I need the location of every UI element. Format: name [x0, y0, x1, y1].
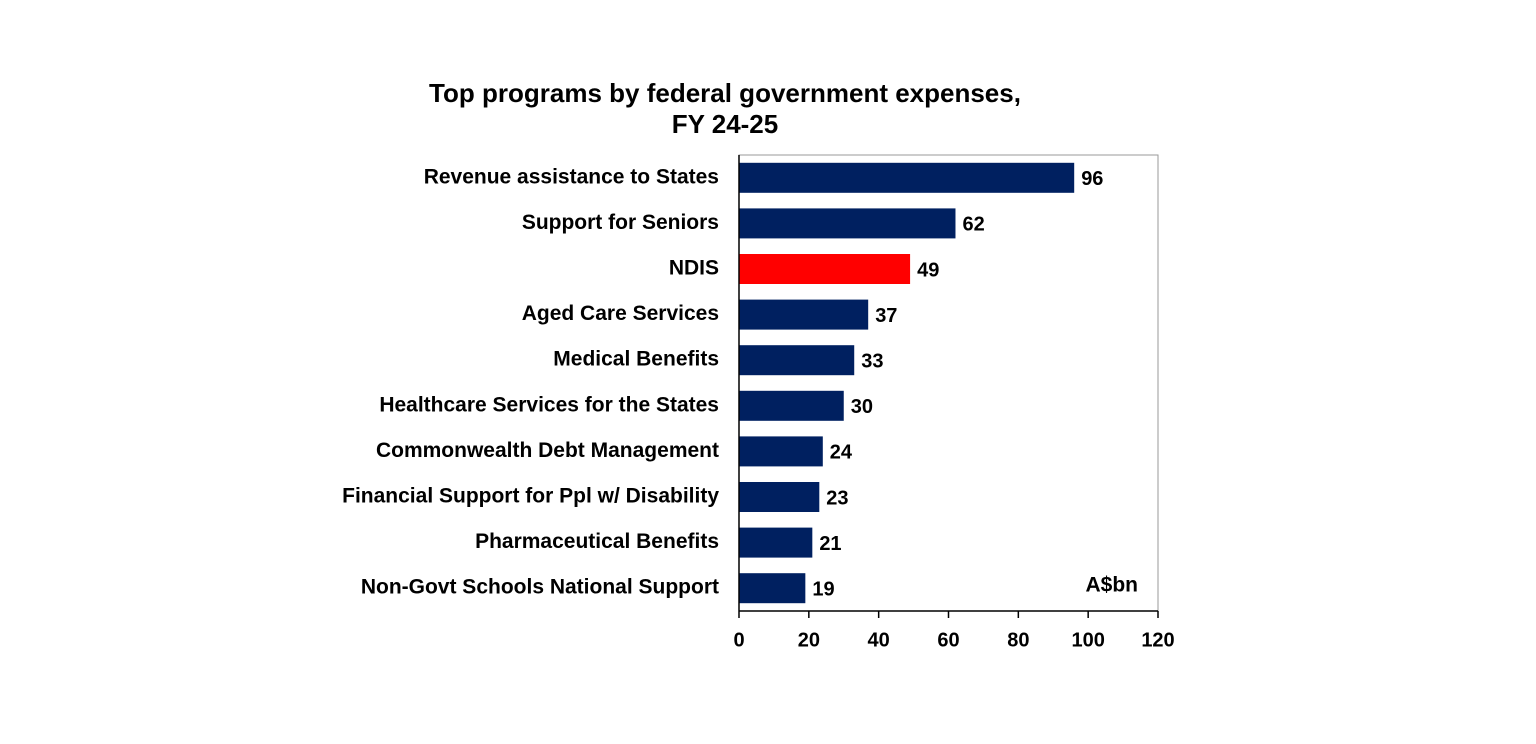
y-tick-label: Aged Care Services	[522, 302, 719, 325]
y-tick-label: NDIS	[669, 257, 719, 280]
value-label: 24	[830, 442, 853, 464]
y-tick-label: Revenue assistance to States	[424, 165, 719, 188]
bar	[739, 527, 813, 558]
bar	[739, 162, 1075, 193]
value-label: 33	[861, 350, 883, 372]
value-label: 23	[826, 487, 848, 509]
y-tick-label: Financial Support for Ppl w/ Disability	[342, 485, 719, 508]
value-label: 30	[851, 396, 873, 418]
chart-title: Top programs by federal government expen…	[429, 78, 1021, 108]
y-tick-label: Medical Benefits	[553, 348, 719, 371]
value-label: 19	[812, 578, 834, 600]
bar	[739, 345, 855, 376]
y-tick-label: Support for Seniors	[522, 211, 719, 234]
y-tick-label: Pharmaceutical Benefits	[475, 530, 719, 553]
y-tick-label: Healthcare Services for the States	[379, 393, 719, 416]
x-tick-label: 120	[1141, 629, 1174, 651]
value-label: 21	[819, 533, 841, 555]
bar	[739, 254, 911, 284]
x-tick-label: 40	[868, 629, 890, 651]
bar	[739, 573, 806, 604]
x-tick-label: 100	[1071, 629, 1104, 651]
bar	[739, 390, 844, 421]
value-label: 49	[917, 259, 939, 281]
y-tick-label: Non-Govt Schools National Support	[361, 576, 719, 599]
bar	[739, 482, 820, 512]
unit-annotation: A$bn	[1086, 574, 1139, 597]
chart-title: FY 24-25	[672, 109, 778, 139]
x-tick-label: 0	[733, 629, 744, 651]
bar	[739, 299, 869, 330]
bar	[739, 208, 956, 239]
value-label: 62	[962, 214, 984, 236]
x-tick-label: 60	[937, 629, 959, 651]
value-label: 96	[1081, 168, 1103, 190]
bar	[739, 436, 823, 467]
y-tick-label: Commonwealth Debt Management	[376, 439, 719, 462]
x-tick-label: 20	[798, 629, 820, 651]
value-label: 37	[875, 305, 897, 327]
x-tick-label: 80	[1007, 629, 1029, 651]
